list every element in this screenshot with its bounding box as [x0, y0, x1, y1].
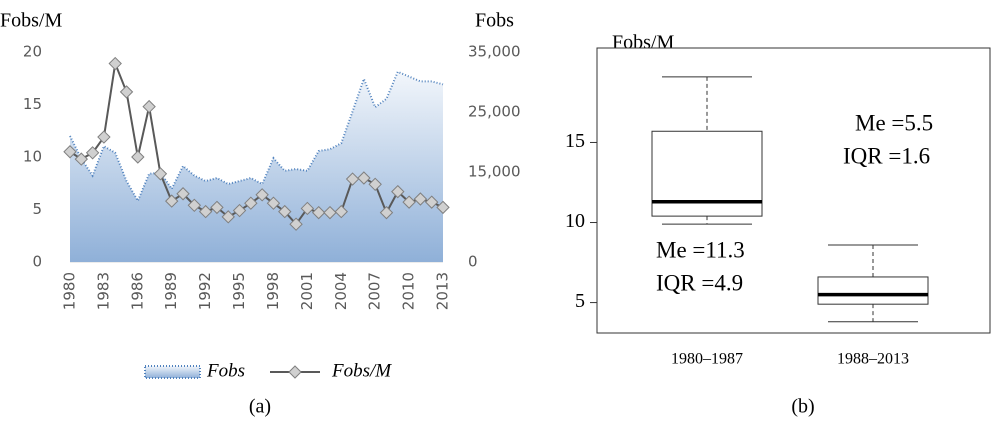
y2-tick-label: 0 [468, 253, 478, 271]
marker [176, 187, 190, 201]
marker [85, 146, 100, 160]
legend-label: Fobs [206, 360, 245, 381]
marker [210, 200, 224, 215]
area [70, 71, 443, 262]
marker [266, 196, 281, 210]
marker [97, 130, 111, 144]
x-tick-label: 1980 [61, 272, 79, 310]
marker [424, 195, 439, 209]
y2-tick-label: 35,000 [468, 43, 521, 61]
x-tick-label: 2007 [366, 272, 384, 310]
marker [311, 205, 326, 220]
marker [232, 203, 247, 218]
marker [357, 171, 371, 185]
x-tick-label: 1992 [196, 272, 214, 310]
area-edge [69, 70, 444, 204]
x-tick-label: 2004 [332, 272, 350, 310]
marker [187, 198, 202, 213]
y-tick-label: 0 [32, 253, 42, 271]
marker [244, 196, 258, 210]
x-tick-label: 2013 [434, 272, 452, 310]
marker [402, 195, 416, 209]
legend-swatch [288, 365, 302, 379]
marker [165, 194, 179, 208]
marker [323, 205, 337, 220]
caption: (a) [249, 396, 271, 418]
annotation: IQR =4.9 [656, 270, 743, 295]
marker [289, 217, 303, 231]
marker [391, 184, 405, 199]
box [817, 276, 929, 305]
caption: (b) [791, 396, 814, 418]
y2-axis-label: Fobs [475, 10, 514, 32]
marker [255, 188, 269, 202]
marker [345, 172, 360, 186]
x-tick-label: 1995 [230, 272, 248, 310]
y-tick-label: 20 [23, 43, 42, 61]
x-tick-label: 1983 [94, 272, 112, 310]
marker [198, 204, 213, 219]
marker [334, 204, 348, 219]
x-tick-label: 1989 [162, 272, 180, 310]
marker [300, 201, 315, 216]
plot-frame [596, 47, 991, 334]
y-tick-label: 15 [565, 130, 585, 152]
y-axis-label: Fobs/M [0, 10, 62, 32]
y-tick-label: 10 [23, 148, 42, 166]
y-tick-label: 5 [575, 290, 585, 312]
y-tick-label: 15 [23, 95, 42, 113]
marker [413, 192, 428, 206]
marker [74, 152, 89, 166]
annotation: IQR =1.6 [843, 143, 930, 168]
legend-swatch [144, 365, 201, 379]
x-tick-label: 2001 [298, 272, 316, 310]
marker [63, 145, 77, 159]
legend-label: Fobs/M [331, 360, 392, 381]
line [69, 59, 444, 226]
marker [119, 85, 134, 99]
marker [436, 200, 450, 215]
marker [278, 204, 292, 219]
marker [131, 150, 145, 164]
y-tick-label: 10 [565, 210, 585, 232]
annotation: Me =11.3 [656, 237, 745, 262]
x-tick-label: 2010 [400, 272, 418, 310]
marker [153, 167, 168, 181]
marker [142, 99, 156, 114]
y2-tick-label: 25,000 [468, 103, 521, 121]
x-tick-label: 1986 [128, 272, 146, 310]
annotation: Me =5.5 [855, 110, 933, 135]
x-tick-label: 1988–2013 [837, 351, 909, 368]
marker [221, 210, 235, 224]
marker [379, 205, 394, 220]
y2-tick-label: 15,000 [468, 163, 521, 181]
marker [368, 177, 382, 192]
y-tick-label: 5 [32, 200, 42, 218]
x-tick-label: 1980–1987 [671, 351, 743, 368]
marker [108, 56, 122, 71]
x-tick-label: 1998 [264, 272, 282, 310]
y-axis-label: Fobs/M [612, 32, 674, 54]
